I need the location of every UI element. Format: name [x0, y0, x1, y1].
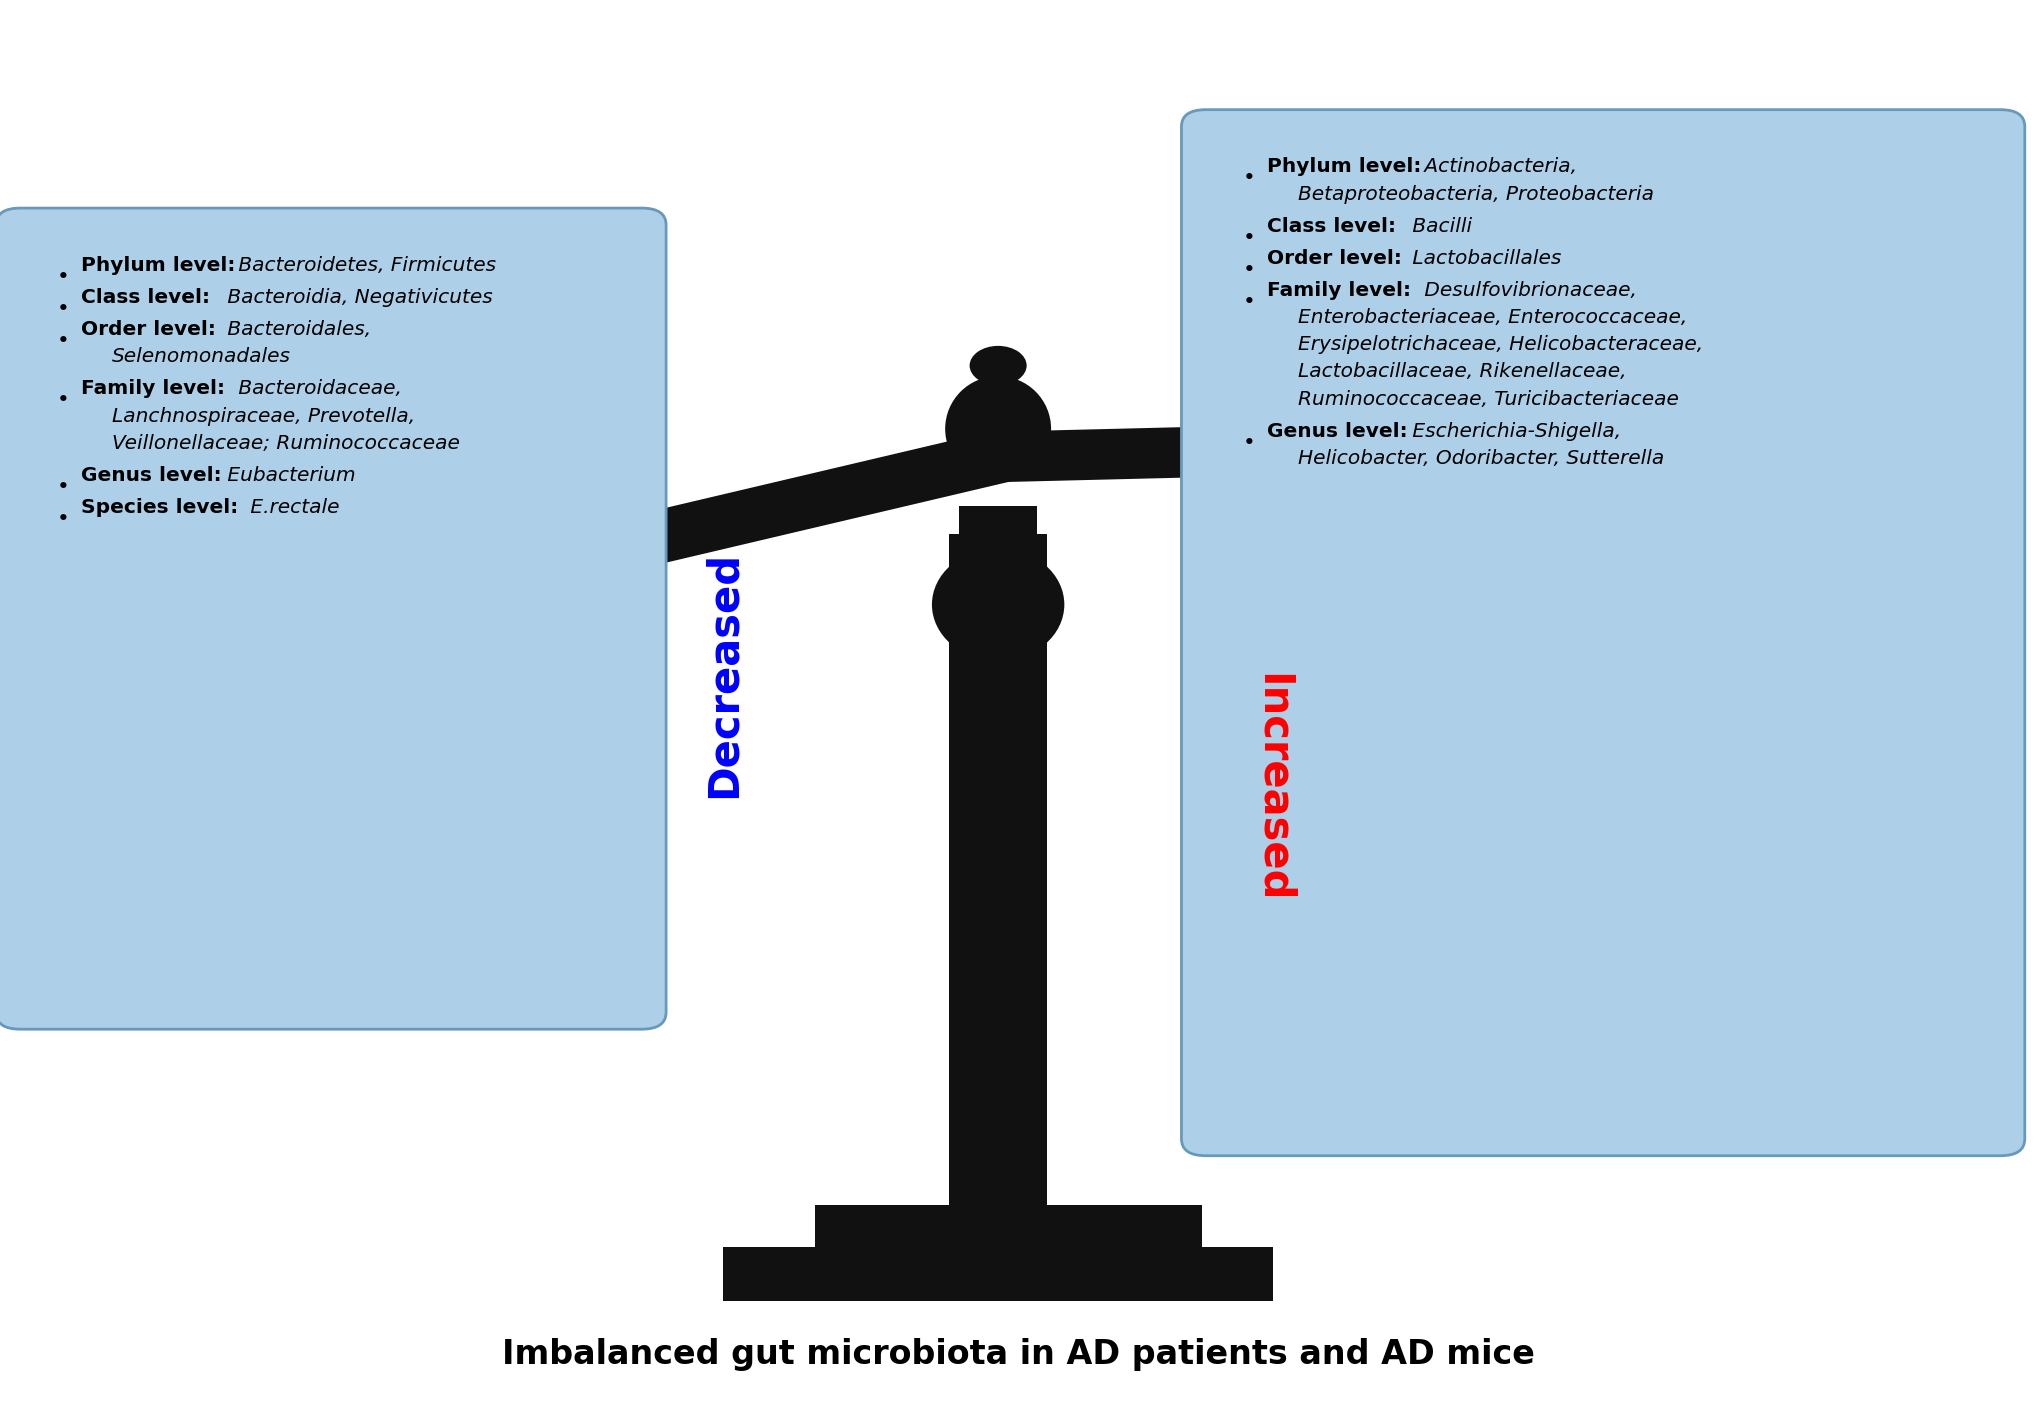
Ellipse shape: [59, 813, 491, 914]
Text: Phylum level:: Phylum level:: [81, 256, 236, 276]
Text: Veillonellaceae; Ruminococcaceae: Veillonellaceae; Ruminococcaceae: [112, 433, 460, 453]
Text: •: •: [1243, 228, 1255, 247]
Text: Phylum level:: Phylum level:: [1267, 157, 1422, 177]
Polygon shape: [996, 411, 1856, 482]
Ellipse shape: [1513, 633, 1929, 728]
FancyBboxPatch shape: [959, 506, 1037, 591]
Text: Erysipelotrichaceae, Helicobacteraceae,: Erysipelotrichaceae, Helicobacteraceae,: [1298, 335, 1703, 354]
Text: Family level:: Family level:: [81, 380, 226, 398]
Text: Genus level:: Genus level:: [81, 465, 222, 485]
Ellipse shape: [41, 825, 509, 980]
Ellipse shape: [57, 568, 155, 641]
Text: Family level:: Family level:: [1267, 281, 1412, 299]
Text: Escherichia-Shigella,: Escherichia-Shigella,: [1406, 422, 1621, 440]
Text: Bacteroidales,: Bacteroidales,: [220, 321, 371, 339]
Ellipse shape: [1768, 408, 1850, 464]
Ellipse shape: [86, 593, 240, 713]
Text: Species level:: Species level:: [81, 498, 238, 517]
Ellipse shape: [970, 346, 1027, 385]
Text: •: •: [1243, 169, 1255, 188]
Text: Lactobacillaceae, Rikenellaceae,: Lactobacillaceae, Rikenellaceae,: [1298, 363, 1626, 381]
Text: •: •: [1243, 433, 1255, 453]
Text: E.rectale: E.rectale: [244, 498, 340, 517]
Text: Class level:: Class level:: [81, 288, 210, 307]
FancyBboxPatch shape: [949, 534, 1047, 1205]
Text: Lanchnospiraceae, Prevotella,: Lanchnospiraceae, Prevotella,: [112, 406, 416, 426]
Text: •: •: [1243, 292, 1255, 312]
FancyBboxPatch shape: [815, 1205, 1202, 1247]
Text: Bacteroidia, Negativicutes: Bacteroidia, Negativicutes: [220, 288, 493, 307]
Ellipse shape: [1835, 380, 1896, 422]
Text: •: •: [57, 299, 69, 319]
Text: •: •: [57, 267, 69, 287]
Text: Genus level:: Genus level:: [1267, 422, 1408, 440]
Text: Bacilli: Bacilli: [1406, 217, 1473, 236]
Text: Lactobacillales: Lactobacillales: [1406, 249, 1562, 267]
Text: •: •: [57, 330, 69, 352]
FancyBboxPatch shape: [1181, 110, 2025, 1156]
Text: Desulfovibrionaceae,: Desulfovibrionaceae,: [1418, 281, 1636, 299]
Text: Decreased: Decreased: [703, 551, 744, 799]
Ellipse shape: [1497, 647, 1945, 793]
Text: •: •: [1243, 260, 1255, 280]
Text: Enterobacteriaceae, Enterococcaceae,: Enterobacteriaceae, Enterococcaceae,: [1298, 308, 1687, 328]
Text: Increased: Increased: [1253, 672, 1293, 903]
Text: Ruminococcaceae, Turicibacteriaceae: Ruminococcaceae, Turicibacteriaceae: [1298, 389, 1678, 409]
Ellipse shape: [1766, 380, 1898, 470]
Ellipse shape: [96, 565, 157, 614]
Text: •: •: [57, 391, 69, 411]
Text: Helicobacter, Odoribacter, Sutterella: Helicobacter, Odoribacter, Sutterella: [1298, 449, 1664, 468]
Ellipse shape: [933, 548, 1063, 661]
Text: Imbalanced gut microbiota in AD patients and AD mice: Imbalanced gut microbiota in AD patients…: [501, 1339, 1536, 1371]
FancyBboxPatch shape: [723, 1247, 1273, 1301]
Text: Class level:: Class level:: [1267, 217, 1395, 236]
Text: Eubacterium: Eubacterium: [220, 465, 354, 485]
Text: Order level:: Order level:: [1267, 249, 1401, 267]
Ellipse shape: [945, 375, 1051, 481]
Text: Betaproteobacteria, Proteobacteria: Betaproteobacteria, Proteobacteria: [1298, 184, 1654, 204]
Text: Order level:: Order level:: [81, 321, 216, 339]
Text: Selenomonadales: Selenomonadales: [112, 347, 291, 366]
Text: Actinobacteria,: Actinobacteria,: [1418, 157, 1577, 177]
Text: •: •: [57, 509, 69, 529]
Polygon shape: [151, 433, 1010, 678]
Ellipse shape: [1858, 346, 1923, 399]
Text: •: •: [57, 477, 69, 496]
Text: Bacteroidetes, Firmicutes: Bacteroidetes, Firmicutes: [232, 256, 497, 276]
FancyBboxPatch shape: [0, 208, 666, 1029]
Text: Bacteroidaceae,: Bacteroidaceae,: [232, 380, 401, 398]
